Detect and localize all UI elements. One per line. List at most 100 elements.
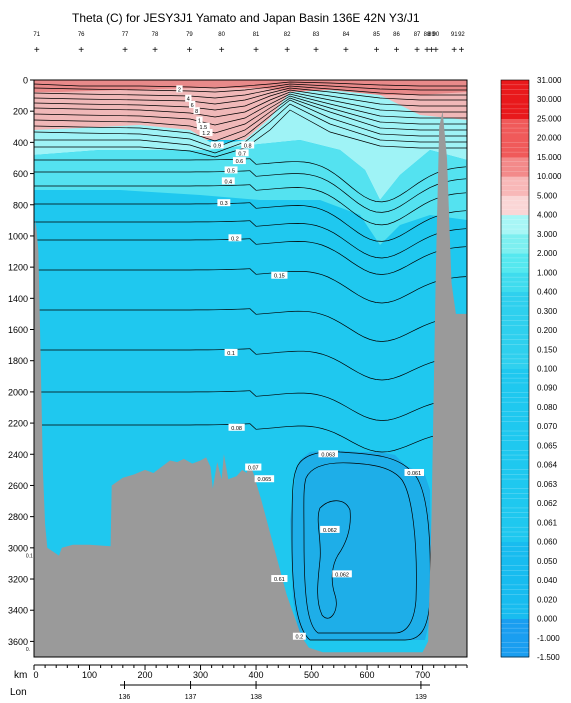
colorbar-band <box>501 637 529 658</box>
colorbar-label: 3.000 <box>537 230 558 239</box>
isotherm-label-box <box>199 129 213 137</box>
isotherm-label-box <box>193 107 200 115</box>
cold-core-fill <box>290 450 432 640</box>
colorbar-band <box>501 156 529 177</box>
station-marker: + <box>374 45 380 56</box>
station-id: 84 <box>343 32 350 38</box>
station-marker: + <box>34 45 40 56</box>
colorbar-frame <box>500 79 530 658</box>
depth-tick-label: 2800 <box>8 512 28 522</box>
depth-tick-label: 1600 <box>8 325 28 335</box>
isotherm-label: 0.4 <box>224 179 232 185</box>
isotherm-label: 8 <box>195 109 198 115</box>
depth-tick-label: 3400 <box>8 606 28 616</box>
isotherm-label: 0.062 <box>323 528 337 534</box>
colorbar-label: 0.100 <box>537 365 558 374</box>
isotherm-label-box <box>254 475 275 483</box>
colorbar-band <box>501 253 529 273</box>
station-id: 76 <box>78 32 85 38</box>
isotherm-label: 0.062 <box>335 572 349 578</box>
lon-tick-label: 137 <box>185 694 197 701</box>
edge-contour-label: 0. <box>26 647 30 653</box>
isotherm-label-box <box>245 463 262 471</box>
isotherm-label-box <box>196 116 203 124</box>
colorbar-label: 30.000 <box>537 95 562 104</box>
colorbar-band <box>501 291 529 312</box>
station-marker: + <box>284 45 290 56</box>
isotherm-label-box <box>332 570 352 578</box>
depth-tick-label: 1400 <box>8 294 28 304</box>
isotherm-label-box <box>210 141 224 149</box>
isotherm-label-box <box>241 141 255 149</box>
station-marker: + <box>78 45 84 56</box>
colorbar-label: 10.000 <box>537 172 562 181</box>
colorbar-band <box>501 464 529 485</box>
edge-contour-label: 0.1 <box>26 554 33 560</box>
colorbar-label: 0.000 <box>537 615 558 624</box>
isotherm-label: 0.8 <box>244 143 252 149</box>
depth-tick-label: 600 <box>13 169 28 179</box>
depth-tick-label: 800 <box>13 200 28 210</box>
isotherm <box>34 184 467 226</box>
station-id: 79 <box>186 32 193 38</box>
isotherm-label-box <box>320 525 340 533</box>
depth-tick-label: 3200 <box>8 575 28 585</box>
colorbar-band <box>501 137 529 158</box>
depth-tick-label: 200 <box>13 107 28 117</box>
isotherm-labels: 0.9 0.8 0.7 0.60.5 0.4 0.3 0.2 0.15 0.1 0.08 0.07 0… <box>176 85 425 641</box>
isotherm-label: 0.5 <box>227 168 235 174</box>
colorbar-label: 15.000 <box>537 153 562 162</box>
colorbar-band <box>501 176 529 196</box>
isotherm-label: 0.08 <box>231 426 242 432</box>
depth-tick-label: 2200 <box>8 419 28 429</box>
station-id: 90 <box>433 32 440 38</box>
depth-tick-label: 1000 <box>8 231 28 241</box>
lon-axis-label: Lon <box>10 687 27 698</box>
colorbar-label: 0.050 <box>537 557 558 566</box>
colorbar-label: 25.000 <box>537 114 562 123</box>
lon-tick-label: 138 <box>250 694 262 701</box>
station-id: 85 <box>373 32 380 38</box>
isotherm-label: 1.5 <box>199 125 207 131</box>
colorbar-band <box>501 483 529 504</box>
colorbar-band <box>501 233 529 254</box>
isotherm <box>34 390 467 421</box>
colorbar-label: 5.000 <box>537 191 558 200</box>
colorbar-label: -1.500 <box>537 653 560 662</box>
station-id: 77 <box>122 32 129 38</box>
isotherm <box>34 158 467 203</box>
station-id: 71 <box>33 32 40 38</box>
lon-tick-label: 136 <box>119 694 131 701</box>
station-id: 88 <box>424 32 431 38</box>
isotherm-label-box <box>292 632 306 640</box>
isotherm-label: 4 <box>187 97 190 103</box>
colorbar-label: 0.064 <box>537 461 558 470</box>
colorbar-band <box>501 195 529 216</box>
station-marker: + <box>343 45 349 56</box>
isotherm-label-box <box>176 85 183 93</box>
isotherm-label: 0.7 <box>238 151 246 157</box>
isotherm <box>34 91 467 118</box>
isotherm-label-box <box>235 149 249 157</box>
isotherm <box>34 220 467 259</box>
isotherm <box>34 89 467 111</box>
isotherm <box>34 103 467 154</box>
isotherm <box>34 170 467 213</box>
depth-tick-label: 3000 <box>8 543 28 553</box>
km-tick-label: 300 <box>193 670 208 680</box>
isotherm-label-box <box>217 199 231 207</box>
colorbar-label: 2.000 <box>537 249 558 258</box>
depth-tick-label: 400 <box>13 138 28 148</box>
station-marker: + <box>253 45 259 56</box>
isotherm-label: 0.9 <box>213 143 221 149</box>
isotherm <box>34 81 467 89</box>
station-marker: + <box>451 45 457 56</box>
isotherm-label: 0.063 <box>321 452 335 458</box>
colorbar-band <box>501 580 529 600</box>
isotherm <box>34 348 467 381</box>
colorbar-label: 0.070 <box>537 422 558 431</box>
isotherm <box>34 268 467 304</box>
station-id: 80 <box>218 32 225 38</box>
depth-tick-label: 2400 <box>8 450 28 460</box>
